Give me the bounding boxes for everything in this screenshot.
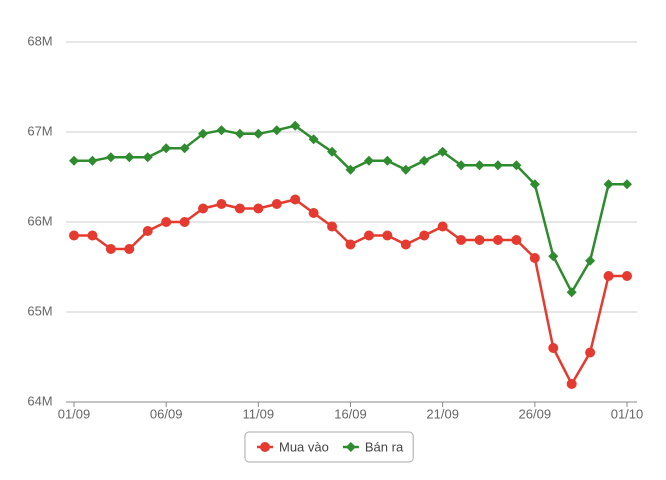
point bbox=[492, 160, 503, 171]
point bbox=[474, 235, 485, 245]
point bbox=[529, 179, 540, 190]
point bbox=[548, 343, 559, 353]
point bbox=[179, 143, 190, 154]
series bbox=[69, 120, 632, 298]
point bbox=[585, 347, 596, 358]
point bbox=[548, 251, 559, 262]
point bbox=[253, 128, 264, 139]
point bbox=[585, 255, 596, 266]
point bbox=[511, 235, 522, 245]
point bbox=[161, 143, 172, 154]
point bbox=[327, 221, 338, 232]
point bbox=[345, 239, 356, 250]
point bbox=[382, 155, 393, 166]
legend-marker bbox=[345, 442, 356, 452]
point bbox=[419, 230, 430, 241]
line bbox=[74, 198, 627, 386]
point bbox=[474, 160, 485, 171]
point bbox=[290, 120, 301, 131]
point bbox=[622, 179, 632, 190]
point bbox=[87, 155, 98, 166]
point bbox=[234, 203, 245, 214]
y-tick-label: 66M bbox=[27, 213, 52, 228]
point bbox=[142, 152, 153, 163]
point bbox=[253, 203, 264, 214]
x-tick-label: 01/09 bbox=[58, 406, 91, 421]
y-tick-label: 65M bbox=[27, 303, 52, 318]
point bbox=[198, 203, 209, 214]
point bbox=[271, 199, 282, 209]
legend-marker bbox=[260, 442, 270, 452]
point bbox=[363, 155, 374, 166]
y-tick-label: 64M bbox=[27, 393, 52, 408]
point bbox=[382, 230, 393, 241]
legend-label: Mua vào bbox=[279, 439, 329, 454]
point bbox=[161, 217, 172, 227]
series bbox=[69, 194, 632, 389]
point bbox=[124, 244, 135, 254]
x-tick-label: 16/09 bbox=[334, 406, 367, 421]
point bbox=[437, 146, 448, 157]
point bbox=[603, 179, 614, 190]
point bbox=[290, 194, 301, 205]
point bbox=[456, 235, 467, 245]
x-tick-label: 26/09 bbox=[519, 406, 552, 421]
point bbox=[437, 221, 448, 232]
y-tick-label: 68M bbox=[27, 33, 52, 48]
point bbox=[529, 253, 540, 263]
x-tick-label: 06/09 bbox=[150, 406, 183, 421]
point bbox=[216, 125, 227, 136]
legend: Mua vào Bán ra bbox=[244, 431, 414, 463]
point bbox=[142, 226, 153, 236]
line bbox=[74, 124, 627, 294]
point bbox=[124, 152, 135, 163]
point bbox=[69, 230, 79, 241]
point bbox=[566, 287, 577, 298]
point bbox=[327, 146, 338, 157]
point bbox=[603, 271, 614, 281]
point bbox=[271, 125, 282, 136]
point bbox=[216, 199, 227, 209]
point bbox=[363, 230, 374, 241]
point bbox=[566, 379, 577, 389]
point bbox=[308, 134, 319, 145]
point bbox=[69, 155, 79, 166]
point bbox=[400, 164, 411, 175]
legend-box bbox=[244, 431, 414, 463]
point bbox=[419, 155, 430, 166]
point bbox=[492, 235, 503, 245]
legend-label: Bán ra bbox=[365, 439, 404, 454]
point bbox=[400, 239, 411, 250]
point bbox=[198, 128, 209, 139]
point bbox=[308, 208, 319, 218]
point bbox=[345, 164, 356, 175]
point bbox=[105, 152, 116, 163]
point bbox=[179, 217, 190, 227]
y-tick-label: 67M bbox=[27, 123, 52, 138]
x-tick-label: 01/10 bbox=[611, 406, 644, 421]
point bbox=[456, 160, 467, 171]
point bbox=[105, 244, 116, 254]
point bbox=[622, 271, 632, 281]
point bbox=[87, 230, 98, 241]
x-tick-label: 11/09 bbox=[243, 406, 275, 421]
point bbox=[511, 160, 522, 171]
point bbox=[234, 128, 245, 139]
x-tick-label: 21/09 bbox=[426, 406, 459, 421]
